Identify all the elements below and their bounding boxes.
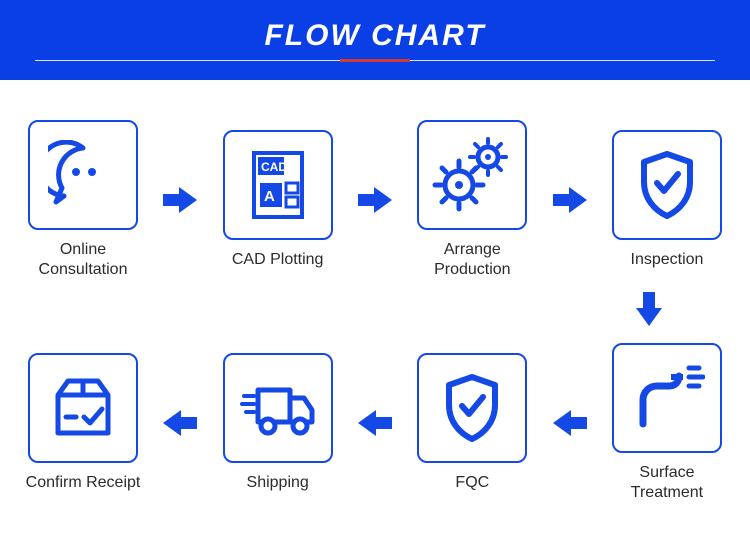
node-box	[612, 343, 722, 453]
arrow-left-icon	[355, 408, 395, 438]
svg-text:A: A	[264, 188, 275, 205]
flowchart: OnlineConsultation CAD A	[0, 80, 750, 523]
arrow-right-icon	[550, 185, 590, 215]
node-box	[417, 353, 527, 463]
cad-file-icon: CAD A	[246, 149, 310, 221]
arrow-left-icon	[550, 408, 590, 438]
node-label: FQC	[455, 473, 489, 493]
arrow-down-wrap	[18, 292, 732, 331]
node-inspection: Inspection	[602, 130, 732, 270]
shield-check-icon	[636, 150, 698, 220]
node-label: SurfaceTreatment	[631, 463, 703, 503]
header-underline	[35, 59, 715, 62]
arrow-right-icon	[160, 185, 200, 215]
node-box	[28, 353, 138, 463]
svg-text:CAD: CAD	[261, 160, 287, 174]
chat-bubble-icon	[48, 140, 118, 210]
arrow-down-icon	[634, 292, 664, 331]
node-box	[28, 120, 138, 230]
flow-row-2: Confirm Receipt Shipping	[18, 343, 732, 503]
node-label: CAD Plotting	[232, 250, 324, 270]
truck-icon	[238, 378, 318, 438]
node-fqc: FQC	[407, 353, 537, 493]
page-title: FLOW CHART	[264, 19, 485, 53]
underline-center	[340, 59, 410, 62]
node-surface-treatment: SurfaceTreatment	[602, 343, 732, 503]
underline-left	[35, 60, 340, 61]
node-confirm-receipt: Confirm Receipt	[18, 353, 148, 493]
node-arrange-production: ArrangeProduction	[407, 120, 537, 280]
underline-right	[410, 60, 715, 61]
node-box	[612, 130, 722, 240]
node-box: CAD A	[223, 130, 333, 240]
node-label: OnlineConsultation	[39, 240, 128, 280]
flow-row-1: OnlineConsultation CAD A	[18, 120, 732, 280]
node-label: ArrangeProduction	[434, 240, 511, 280]
node-label: Inspection	[631, 250, 704, 270]
node-label: Confirm Receipt	[26, 473, 141, 493]
node-online-consultation: OnlineConsultation	[18, 120, 148, 280]
spray-paint-icon	[629, 364, 705, 432]
node-box	[223, 353, 333, 463]
node-shipping: Shipping	[213, 353, 343, 493]
gears-icon	[432, 137, 512, 213]
node-cad-plotting: CAD A CAD Plotting	[213, 130, 343, 270]
arrow-left-icon	[160, 408, 200, 438]
node-box	[417, 120, 527, 230]
shield-check-icon	[441, 373, 503, 443]
package-check-icon	[48, 375, 118, 441]
node-label: Shipping	[247, 473, 309, 493]
arrow-right-icon	[355, 185, 395, 215]
header: FLOW CHART	[0, 0, 750, 80]
